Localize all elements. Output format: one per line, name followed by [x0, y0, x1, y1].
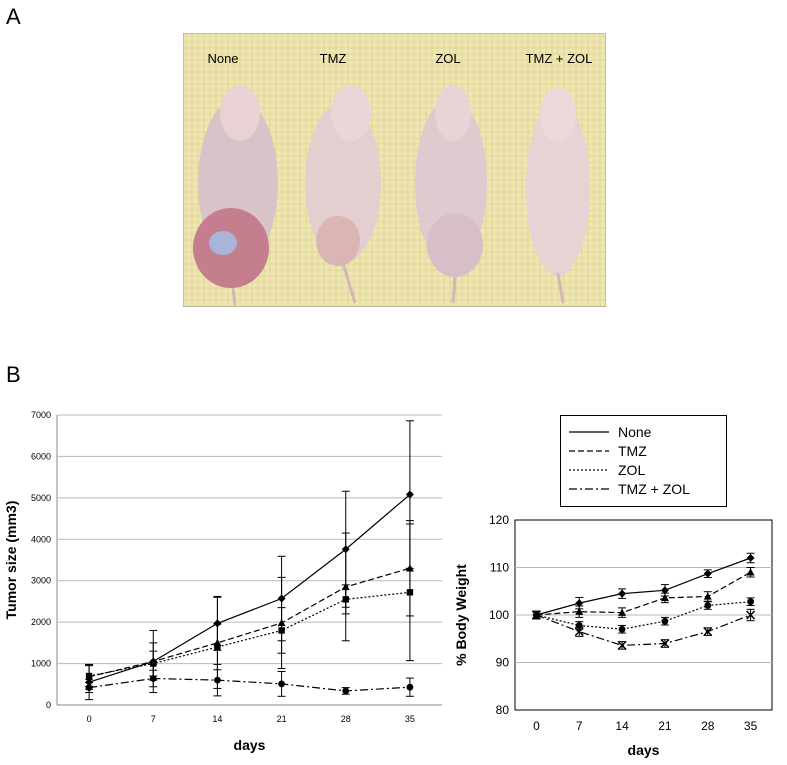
data-point	[618, 608, 627, 616]
x-tick-label: 7	[151, 714, 156, 724]
x-tick-label: 28	[701, 719, 715, 733]
photo-label-zol: ZOL	[435, 51, 460, 66]
data-point	[704, 602, 712, 609]
series-line	[88, 494, 411, 683]
data-point	[531, 610, 541, 620]
y-axis-label: % Body Weight	[453, 564, 469, 666]
body-weight-chart: 80 90 100 110 120 0 7 14 21 28 35 days % Body Weight	[453, 513, 773, 758]
y-tick-label: 2000	[31, 617, 51, 627]
data-point	[214, 676, 221, 684]
y-tick-label: 80	[496, 703, 510, 717]
mouse-zol	[415, 85, 487, 304]
series-zol	[85, 523, 414, 687]
y-tick-label: 3000	[31, 576, 51, 586]
photo-label-tmz-zol: TMZ + ZOL	[526, 51, 593, 66]
data-point	[660, 638, 670, 649]
x-tick-label: 14	[212, 714, 222, 724]
y-tick-label: 120	[489, 513, 509, 527]
chart-legend: None TMZ ZOL TMZ + ZOL	[560, 415, 727, 507]
series-none	[532, 552, 755, 620]
panel-a-letter: A	[6, 4, 21, 29]
data-point	[278, 680, 285, 688]
data-point	[575, 599, 584, 608]
data-point	[406, 589, 414, 596]
data-point	[405, 490, 414, 499]
data-point	[85, 684, 93, 691]
photo-label-tmz: TMZ	[320, 51, 347, 66]
y-tick-label: 0	[46, 700, 51, 710]
x-tick-label: 21	[658, 719, 672, 733]
data-point	[661, 617, 669, 625]
data-point	[746, 610, 756, 620]
data-point	[617, 640, 627, 650]
series-line	[536, 571, 751, 616]
y-tick-label: 7000	[31, 410, 51, 420]
series-tmz-zol	[85, 663, 414, 697]
series-line	[88, 567, 411, 678]
series-none	[85, 420, 414, 701]
data-point	[342, 687, 350, 695]
series-tmz-zol	[531, 608, 756, 650]
data-point	[660, 593, 669, 602]
legend-label: TMZ + ZOL	[618, 481, 690, 497]
data-point	[703, 569, 712, 578]
photo-label-none: None	[207, 51, 238, 66]
data-point	[746, 554, 755, 562]
legend-label: TMZ	[618, 443, 647, 459]
y-tick-label: 1000	[31, 659, 51, 669]
series-line	[536, 614, 751, 647]
data-point	[618, 625, 626, 633]
y-tick-label: 4000	[31, 534, 51, 544]
panel-b-letter: B	[6, 362, 21, 387]
y-tick-label: 90	[496, 656, 510, 670]
data-point	[150, 660, 157, 667]
x-tick-label: 28	[341, 714, 351, 724]
tumor-size-chart: 0 1000 2000 3000 4000 5000 6000 7000 0 7 14 21 28 35 d…	[3, 410, 442, 753]
y-tick-label: 110	[490, 561, 509, 575]
mouse-none	[193, 85, 278, 306]
x-tick-label: 35	[744, 719, 758, 733]
series-line	[88, 591, 410, 677]
x-tick-label: 14	[615, 719, 629, 733]
mouse-tmz-zol	[526, 87, 590, 304]
x-tick-label: 0	[533, 719, 540, 733]
data-point	[85, 672, 93, 680]
data-point	[618, 589, 627, 598]
data-point	[703, 627, 713, 637]
data-point	[747, 598, 754, 606]
y-tick-label: 5000	[31, 493, 51, 503]
data-point	[278, 627, 285, 634]
mouse-tmz	[305, 85, 381, 304]
data-point	[406, 683, 414, 691]
x-tick-label: 35	[405, 714, 415, 724]
data-point	[574, 627, 584, 637]
series-tmz	[532, 567, 755, 620]
x-tick-label: 0	[87, 714, 92, 724]
y-tick-label: 6000	[31, 451, 51, 461]
y-axis-label: Tumor size (mm3)	[3, 501, 19, 620]
legend-label: None	[618, 424, 652, 440]
x-axis-label: days	[234, 737, 266, 753]
mouse-photo: None TMZ ZOL TMZ + ZOL	[183, 33, 606, 307]
x-tick-label: 21	[277, 714, 287, 724]
x-axis-label: days	[628, 742, 660, 758]
legend-label: ZOL	[618, 462, 645, 478]
data-point	[660, 586, 669, 595]
series-line	[536, 601, 751, 630]
series-line	[536, 557, 751, 616]
y-tick-label: 100	[489, 608, 509, 622]
data-point	[149, 675, 157, 682]
data-point	[214, 643, 221, 651]
series-line	[88, 677, 410, 692]
data-point	[703, 592, 712, 600]
data-point	[575, 607, 584, 615]
data-point	[746, 568, 755, 576]
x-tick-label: 7	[576, 719, 583, 733]
data-point	[342, 596, 349, 603]
